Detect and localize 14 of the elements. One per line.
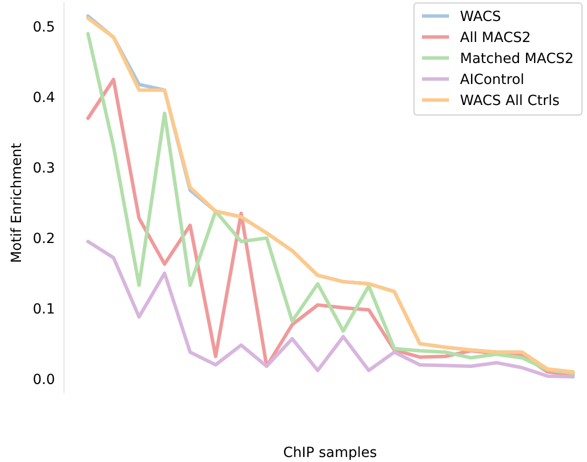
y-tick-label: 0.1 bbox=[32, 301, 55, 318]
x-axis-title: ChIP samples bbox=[283, 445, 377, 461]
legend-label: WACS bbox=[460, 8, 502, 25]
y-axis-title: Motif Enrichment bbox=[9, 142, 25, 263]
y-tick-label: 0.4 bbox=[32, 90, 56, 106]
y-tick-label: 0.5 bbox=[32, 20, 55, 36]
legend-label: All MACS2 bbox=[460, 30, 531, 46]
line-series bbox=[86, 240, 575, 379]
legend-label: Matched MACS2 bbox=[460, 50, 574, 67]
y-tick-label: 0.0 bbox=[32, 372, 55, 388]
legend-label: WACS All Ctrls bbox=[460, 92, 560, 109]
y-tick-label: 0.2 bbox=[32, 230, 55, 247]
legend-label: AIControl bbox=[460, 72, 524, 88]
y-tick-label: 0.3 bbox=[32, 160, 55, 176]
